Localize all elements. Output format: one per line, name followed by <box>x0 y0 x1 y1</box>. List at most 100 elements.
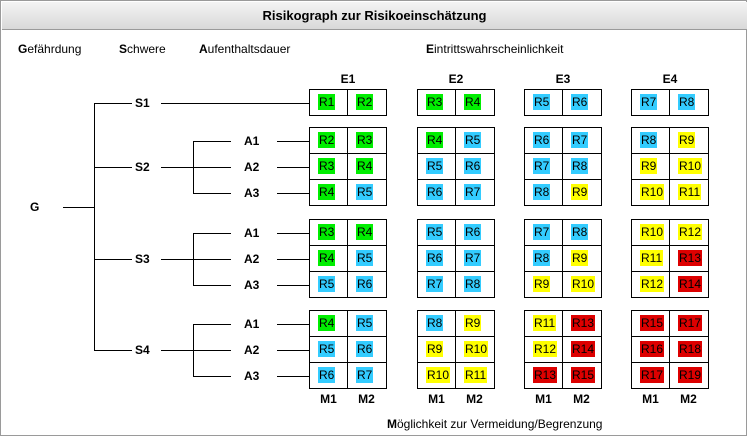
branch-s4 <box>94 350 132 351</box>
risk-block-s1-e1: R1 R2 <box>309 89 387 116</box>
risk-level-label: R8 <box>571 158 589 174</box>
risk-cell: R7 <box>525 154 563 179</box>
risk-level-label: R13 <box>571 315 596 331</box>
risk-cell: R6 <box>310 363 348 388</box>
risk-cell: R8 <box>525 180 563 205</box>
risk-level-label: R5 <box>533 94 551 110</box>
risk-block-s4-e1: R4 R5 R5 R6 R6 R7 <box>309 310 387 389</box>
risk-level-label: R9 <box>678 132 696 148</box>
risk-row: R5 R6 <box>310 336 386 362</box>
label-eintrittswahrscheinlichkeit: Eintrittswahrscheinlichkeit <box>426 42 564 56</box>
risk-level-label: R9 <box>464 315 482 331</box>
node-s1: S1 <box>135 96 150 110</box>
node-s4-a1: A1 <box>244 317 260 331</box>
risk-cell: R7 <box>456 180 493 205</box>
risk-cell: R3 <box>418 90 456 115</box>
risk-row: R10 R11 <box>632 179 708 205</box>
risk-level-label: R8 <box>426 315 444 331</box>
node-s4: S4 <box>135 343 150 357</box>
risk-block-s4-e4: R15 R17 R16 R18 R17 R19 <box>631 310 709 389</box>
column-header-m2: M2 <box>680 392 697 406</box>
risk-level-label: R2 <box>356 94 374 110</box>
risk-row: R6 R7 <box>418 179 494 205</box>
risk-level-label: R4 <box>356 158 374 174</box>
risk-row: R16 R18 <box>632 336 708 362</box>
risk-cell: R18 <box>670 337 707 362</box>
risk-level-label: R6 <box>464 158 482 174</box>
branch-s1 <box>94 103 132 104</box>
risk-row: R12 R14 <box>632 271 708 297</box>
risk-level-label: R5 <box>356 315 374 331</box>
risk-block-s1-e4: R7 R8 <box>631 89 709 116</box>
risk-cell: R8 <box>563 154 600 179</box>
risk-level-label: R18 <box>678 341 703 357</box>
risk-cell: R8 <box>670 90 707 115</box>
risk-cell: R15 <box>563 363 600 388</box>
risk-row: R8 R9 <box>525 179 601 205</box>
risk-level-label: R10 <box>678 158 703 174</box>
risk-level-label: R7 <box>464 250 482 266</box>
risk-cell: R11 <box>632 246 670 271</box>
risk-row: R10 R11 <box>418 362 494 388</box>
risk-cell: R9 <box>418 337 456 362</box>
connector-s3-a2 <box>277 259 309 260</box>
risk-level-label: R5 <box>318 341 336 357</box>
column-header-m1: M1 <box>320 392 337 406</box>
risk-cell: R4 <box>456 90 493 115</box>
risk-level-label: R7 <box>640 94 658 110</box>
risk-cell: R6 <box>456 154 493 179</box>
risk-cell: R9 <box>525 272 563 297</box>
risk-cell: R8 <box>456 272 493 297</box>
risk-level-label: R11 <box>464 367 488 383</box>
risk-cell: R5 <box>348 246 385 271</box>
risk-cell: R14 <box>670 272 707 297</box>
node-s2-a1: A1 <box>244 134 260 148</box>
risk-row: R5 R6 <box>418 220 494 245</box>
risk-level-label: R6 <box>356 276 374 292</box>
risk-cell: R5 <box>310 337 348 362</box>
connector-s3 <box>161 259 193 260</box>
risk-cell: R12 <box>632 272 670 297</box>
risk-row: R5 R6 <box>418 153 494 179</box>
column-header-m1: M1 <box>428 392 445 406</box>
risk-row: R2 R3 <box>310 128 386 153</box>
risk-level-label: R8 <box>571 224 589 240</box>
risk-row: R13 R15 <box>525 362 601 388</box>
risk-block-s3-e2: R5 R6 R6 R7 R7 R8 <box>417 219 495 298</box>
column-header-e1: E1 <box>340 72 356 86</box>
risk-level-label: R5 <box>318 276 336 292</box>
risk-cell: R15 <box>632 311 670 336</box>
risk-level-label: R11 <box>678 184 702 200</box>
risk-row: R9 R10 <box>632 153 708 179</box>
connector-s4-a1 <box>277 324 309 325</box>
risk-level-label: R4 <box>318 250 336 266</box>
column-header-m2: M2 <box>573 392 590 406</box>
risk-cell: R13 <box>563 311 600 336</box>
risk-cell: R7 <box>563 128 600 153</box>
risk-level-label: R10 <box>640 184 665 200</box>
risk-row: R9 R10 <box>525 271 601 297</box>
risk-row: R17 R19 <box>632 362 708 388</box>
risk-level-label: R3 <box>318 224 336 240</box>
risk-level-label: R4 <box>318 184 336 200</box>
risk-row: R7 R8 <box>525 220 601 245</box>
risk-cell: R12 <box>525 337 563 362</box>
risk-level-label: R4 <box>426 132 444 148</box>
risk-cell: R5 <box>418 154 456 179</box>
risk-row: R7 R8 <box>418 271 494 297</box>
connector-s2-a1 <box>277 141 309 142</box>
risk-block-s2-e1: R2 R3 R3 R4 R4 R5 <box>309 127 387 206</box>
risk-level-label: R17 <box>678 315 703 331</box>
risk-row: R15 R17 <box>632 311 708 336</box>
risk-level-label: R11 <box>533 315 557 331</box>
node-s4-a2: A2 <box>244 343 260 357</box>
risk-level-label: R3 <box>426 94 444 110</box>
risk-level-label: R13 <box>533 367 558 383</box>
risk-level-label: R12 <box>640 276 665 292</box>
branch-s4-a3 <box>193 376 231 377</box>
risk-cell: R13 <box>525 363 563 388</box>
risk-block-s2-e2: R4 R5 R5 R6 R6 R7 <box>417 127 495 206</box>
risk-cell: R10 <box>563 272 600 297</box>
risk-cell: R10 <box>418 363 456 388</box>
risk-block-s3-e4: R10 R12 R11 R13 R12 R14 <box>631 219 709 298</box>
